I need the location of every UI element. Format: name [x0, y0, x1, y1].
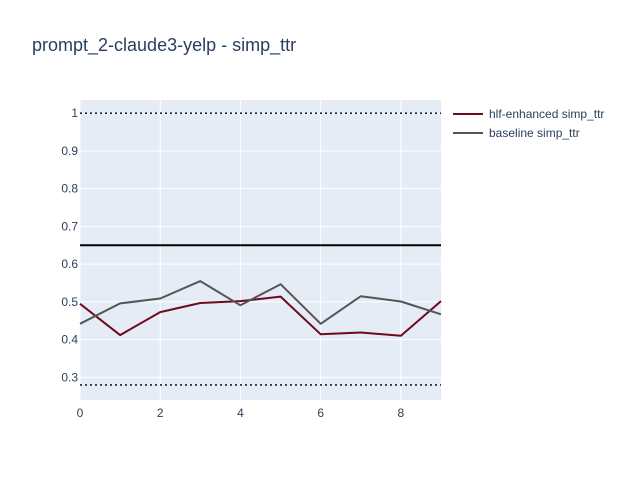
series-line	[79, 295, 442, 337]
y-tick-label: 0.7	[61, 219, 78, 233]
x-tick-label: 8	[398, 406, 405, 420]
legend-label: hlf-enhanced simp_ttr	[489, 107, 604, 121]
y-tick-label: 0.8	[61, 182, 78, 196]
series-line	[79, 280, 442, 325]
x-tick-label: 0	[77, 406, 84, 420]
legend-label: baseline simp_ttr	[489, 126, 580, 140]
y-tick-label: 0.9	[61, 144, 78, 158]
reference-lines	[80, 112, 441, 386]
x-tick-label: 4	[237, 406, 244, 420]
x-axis-ticks: 0 2 4 6 8	[77, 406, 405, 420]
y-tick-label: 1	[71, 106, 78, 120]
y-tick-label: 0.6	[61, 257, 78, 271]
series-lines	[79, 280, 442, 337]
legend: hlf-enhanced simp_ttr baseline simp_ttr	[453, 107, 604, 140]
y-tick-label: 0.3	[61, 370, 78, 384]
y-tick-label: 0.5	[61, 295, 78, 309]
chart-title: prompt_2-claude3-yelp - simp_ttr	[32, 35, 296, 56]
x-tick-label: 6	[317, 406, 324, 420]
y-axis-ticks: 0.3 0.4 0.5 0.6 0.7 0.8 0.9 1	[61, 106, 78, 384]
x-tick-label: 2	[157, 406, 164, 420]
y-tick-label: 0.4	[61, 333, 78, 347]
plot-area	[80, 100, 441, 400]
